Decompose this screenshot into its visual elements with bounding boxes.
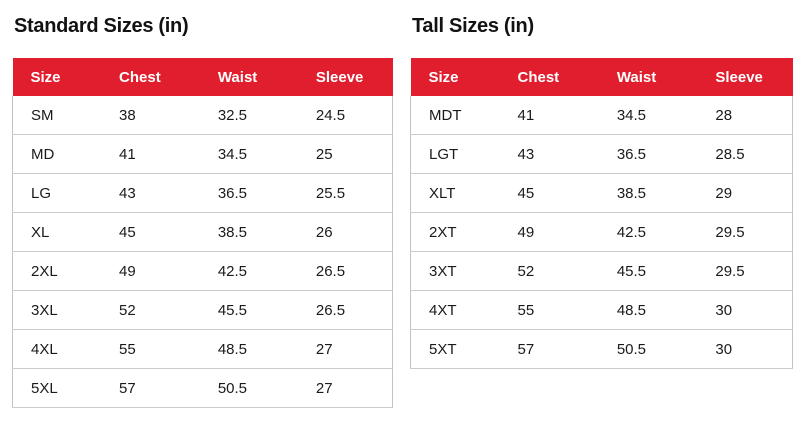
waist-cell: 42.5 (598, 212, 698, 252)
sleeve-cell: 29 (697, 173, 794, 213)
chest-cell: 52 (101, 290, 200, 330)
table-row: SM 38 32.5 24.5 (12, 96, 393, 135)
table-row: 5XL 57 50.5 27 (12, 368, 393, 408)
chest-cell: 52 (499, 251, 599, 291)
table-row: XL 45 38.5 26 (12, 212, 393, 252)
waist-cell: 36.5 (199, 173, 298, 213)
waist-cell: 38.5 (598, 173, 698, 213)
table-row: LGT 43 36.5 28.5 (410, 134, 794, 174)
standard-sizes-table: Size Chest Waist Sleeve SM 38 32.5 24.5 … (12, 58, 393, 408)
size-cell: MD (12, 134, 102, 174)
size-cell: XL (12, 212, 102, 252)
size-cell: 3XT (410, 251, 500, 291)
size-cell: 2XL (12, 251, 102, 291)
size-cell: XLT (410, 173, 500, 213)
waist-cell: 34.5 (598, 96, 698, 135)
chest-cell: 38 (101, 96, 200, 135)
table-row: 3XT 52 45.5 29.5 (410, 251, 794, 291)
tall-sizes-table: Size Chest Waist Sleeve MDT 41 34.5 28 L… (410, 58, 794, 369)
sleeve-cell: 30 (697, 329, 794, 369)
column-header-waist: Waist (598, 58, 698, 96)
waist-cell: 50.5 (598, 329, 698, 369)
table-row: LG 43 36.5 25.5 (12, 173, 393, 213)
tall-table-header: Size Chest Waist Sleeve (410, 58, 793, 96)
table-row: 3XL 52 45.5 26.5 (12, 290, 393, 330)
size-cell: 4XL (12, 329, 102, 369)
column-header-size: Size (410, 58, 500, 96)
waist-cell: 38.5 (199, 212, 298, 252)
size-cell: 3XL (12, 290, 102, 330)
tall-table-body: MDT 41 34.5 28 LGT 43 36.5 28.5 XLT 45 3… (410, 96, 794, 369)
chest-cell: 43 (101, 173, 200, 213)
sleeve-cell: 25 (297, 134, 393, 174)
table-row: 2XL 49 42.5 26.5 (12, 251, 393, 291)
standard-sizes-section: Standard Sizes (in) Size Chest Waist Sle… (12, 12, 393, 408)
size-cell: SM (12, 96, 102, 135)
table-row: 4XT 55 48.5 30 (410, 290, 794, 330)
chest-cell: 55 (101, 329, 200, 369)
sleeve-cell: 26.5 (297, 251, 393, 291)
sleeve-cell: 29.5 (697, 212, 794, 252)
standard-sizes-title: Standard Sizes (in) (14, 15, 189, 37)
size-cell: 5XT (410, 329, 500, 369)
column-header-size: Size (12, 58, 102, 96)
chest-cell: 45 (499, 173, 599, 213)
size-cell: LG (12, 173, 102, 213)
sleeve-cell: 28.5 (697, 134, 794, 174)
sleeve-cell: 27 (297, 368, 393, 408)
chest-cell: 43 (499, 134, 599, 174)
waist-cell: 50.5 (199, 368, 298, 408)
size-cell: 4XT (410, 290, 500, 330)
column-header-chest: Chest (499, 58, 599, 96)
table-row: MDT 41 34.5 28 (410, 96, 794, 135)
column-header-chest: Chest (101, 58, 200, 96)
standard-table-body: SM 38 32.5 24.5 MD 41 34.5 25 LG 43 36.5… (12, 96, 393, 408)
chest-cell: 41 (499, 96, 599, 135)
table-row: XLT 45 38.5 29 (410, 173, 794, 213)
waist-cell: 48.5 (199, 329, 298, 369)
waist-cell: 36.5 (598, 134, 698, 174)
sleeve-cell: 24.5 (297, 96, 393, 135)
chest-cell: 49 (499, 212, 599, 252)
table-row: 5XT 57 50.5 30 (410, 329, 794, 369)
size-cell: LGT (410, 134, 500, 174)
table-row: 4XL 55 48.5 27 (12, 329, 393, 369)
size-cell: 5XL (12, 368, 102, 408)
sleeve-cell: 26 (297, 212, 393, 252)
chest-cell: 41 (101, 134, 200, 174)
chest-cell: 45 (101, 212, 200, 252)
sleeve-cell: 25.5 (297, 173, 393, 213)
table-row: 2XT 49 42.5 29.5 (410, 212, 794, 252)
column-header-waist: Waist (199, 58, 298, 96)
header-row: Size Chest Waist Sleeve (12, 58, 393, 96)
tall-sizes-title: Tall Sizes (in) (412, 15, 534, 37)
sleeve-cell: 30 (697, 290, 794, 330)
waist-cell: 42.5 (199, 251, 298, 291)
size-cell: MDT (410, 96, 500, 135)
chest-cell: 57 (499, 329, 599, 369)
sleeve-cell: 28 (697, 96, 794, 135)
waist-cell: 45.5 (199, 290, 298, 330)
chest-cell: 49 (101, 251, 200, 291)
waist-cell: 32.5 (199, 96, 298, 135)
chest-cell: 57 (101, 368, 200, 408)
waist-cell: 48.5 (598, 290, 698, 330)
table-row: MD 41 34.5 25 (12, 134, 393, 174)
column-header-sleeve: Sleeve (297, 58, 393, 96)
sleeve-cell: 27 (297, 329, 393, 369)
sleeve-cell: 26.5 (297, 290, 393, 330)
standard-table-header: Size Chest Waist Sleeve (12, 58, 393, 96)
header-row: Size Chest Waist Sleeve (410, 58, 793, 96)
chest-cell: 55 (499, 290, 599, 330)
sleeve-cell: 29.5 (697, 251, 794, 291)
waist-cell: 45.5 (598, 251, 698, 291)
tall-sizes-section: Tall Sizes (in) Size Chest Waist Sleeve … (410, 12, 794, 369)
size-cell: 2XT (410, 212, 500, 252)
waist-cell: 34.5 (199, 134, 298, 174)
column-header-sleeve: Sleeve (697, 58, 793, 96)
